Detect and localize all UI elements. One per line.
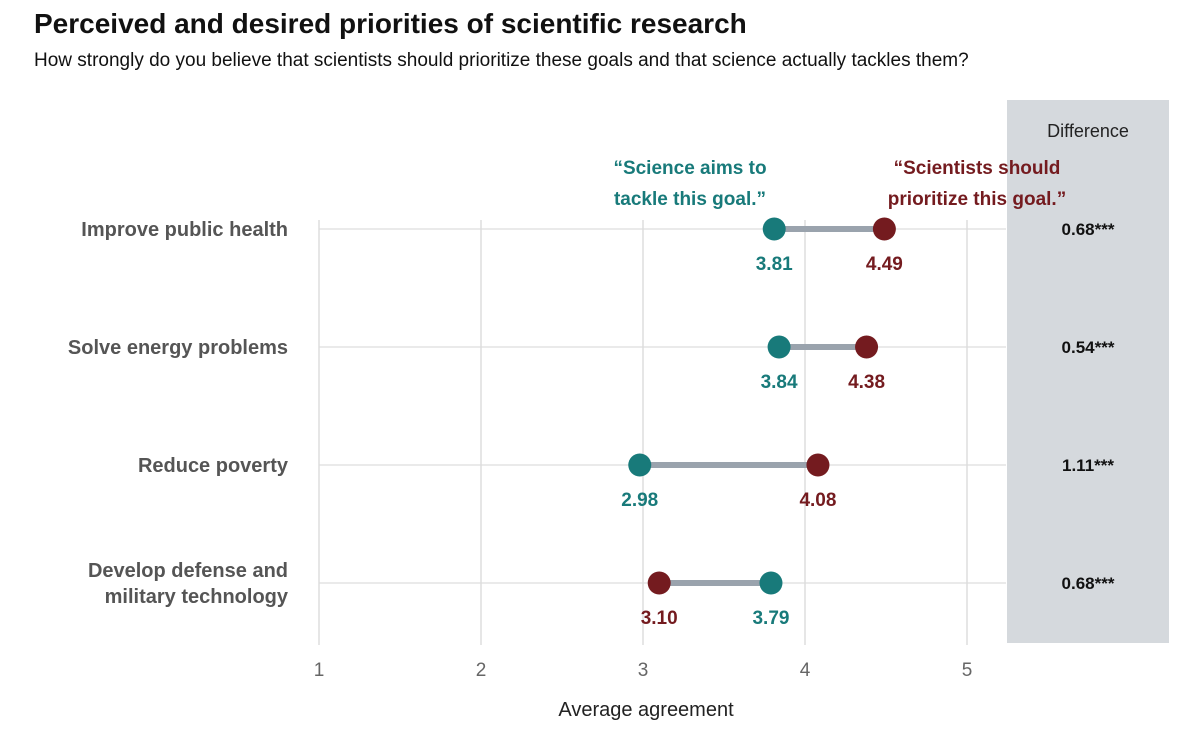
x-tick-label: 4 bbox=[800, 660, 811, 681]
dot-scientists-should bbox=[647, 571, 671, 595]
chart-title: Perceived and desired priorities of scie… bbox=[34, 8, 747, 39]
x-tick-label: 2 bbox=[476, 660, 487, 681]
value-label-should: 3.10 bbox=[641, 608, 678, 629]
value-label-aims: 3.79 bbox=[752, 608, 789, 629]
difference-value: 0.68*** bbox=[1062, 574, 1115, 593]
legend-annotation-should: “Scientists should bbox=[894, 158, 1061, 179]
x-tick-label: 1 bbox=[314, 660, 325, 681]
value-label-aims: 3.84 bbox=[761, 372, 798, 393]
dot-science-aims bbox=[762, 217, 786, 241]
value-label-should: 4.08 bbox=[799, 490, 836, 511]
x-tick-label: 5 bbox=[962, 660, 973, 681]
value-label-aims: 2.98 bbox=[621, 490, 658, 511]
legend-annotation-aims: tackle this goal.” bbox=[614, 189, 766, 210]
category-label: Improve public health bbox=[81, 219, 288, 241]
dot-scientists-should bbox=[855, 335, 879, 359]
value-label-should: 4.49 bbox=[866, 254, 903, 275]
category-label: Solve energy problems bbox=[68, 337, 288, 359]
difference-value: 0.54*** bbox=[1062, 338, 1115, 357]
category-label: Reduce poverty bbox=[138, 455, 289, 477]
dot-scientists-should bbox=[872, 217, 896, 241]
difference-header: Difference bbox=[1047, 121, 1129, 141]
dot-science-aims bbox=[628, 453, 652, 477]
x-tick-label: 3 bbox=[638, 660, 649, 681]
dot-scientists-should bbox=[806, 453, 830, 477]
value-label-aims: 3.81 bbox=[756, 254, 793, 275]
chart-subtitle: How strongly do you believe that scienti… bbox=[34, 50, 969, 71]
category-label: Develop defense and bbox=[88, 560, 288, 582]
category-label: military technology bbox=[105, 586, 289, 608]
dot-science-aims bbox=[759, 571, 783, 595]
dot-science-aims bbox=[767, 335, 791, 359]
legend-annotation-aims: “Science aims to bbox=[613, 158, 766, 179]
legend-annotation-should: prioritize this goal.” bbox=[888, 189, 1066, 210]
difference-value: 1.11*** bbox=[1062, 456, 1114, 475]
difference-panel bbox=[1007, 100, 1169, 643]
difference-value: 0.68*** bbox=[1062, 220, 1115, 239]
value-label-should: 4.38 bbox=[848, 372, 885, 393]
x-axis-label: Average agreement bbox=[558, 699, 734, 721]
